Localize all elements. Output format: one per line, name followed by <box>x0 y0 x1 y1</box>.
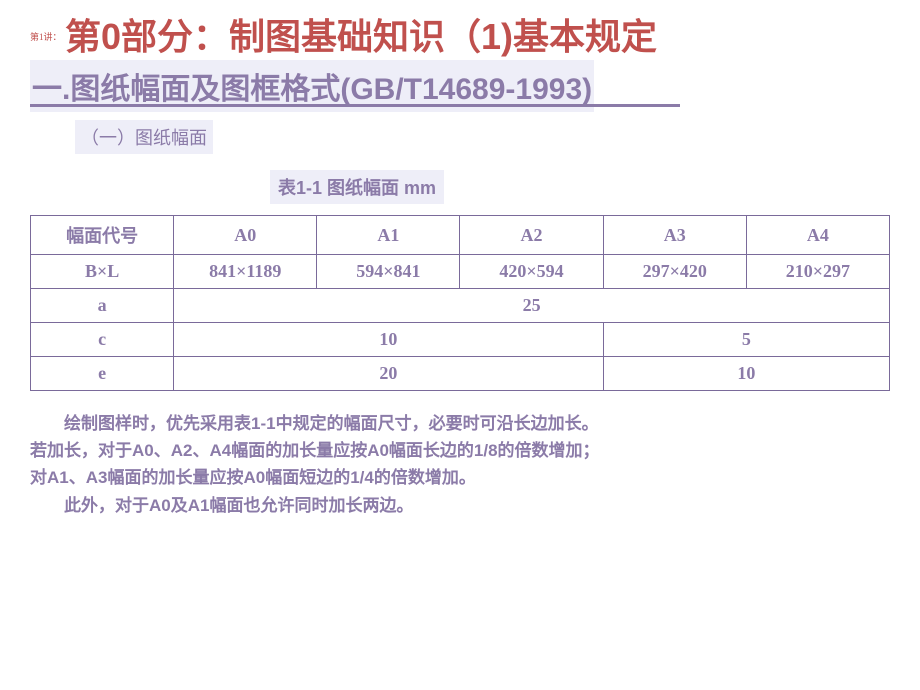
explanation-line: 若加长，对于A0、A2、A4幅面的加长量应按A0幅面长边的1/8的倍数增加； <box>30 441 600 460</box>
table-cell: 210×297 <box>746 255 889 289</box>
table-cell: 20 <box>174 357 603 391</box>
header-cell: A0 <box>174 216 317 255</box>
table-cell: 5 <box>603 323 889 357</box>
table-row: c 10 5 <box>31 323 890 357</box>
section-underline <box>30 104 680 107</box>
table-cell: 10 <box>603 357 889 391</box>
table-caption: 表1-1 图纸幅面 mm <box>270 170 444 204</box>
table-cell: a <box>31 289 174 323</box>
table-cell: 10 <box>174 323 603 357</box>
main-title: 第0部分：制图基础知识（1)基本规定 <box>65 8 657 60</box>
table-cell: c <box>31 323 174 357</box>
header-cell: A2 <box>460 216 603 255</box>
table-cell: 420×594 <box>460 255 603 289</box>
table-row: B×L 841×1189 594×841 420×594 297×420 210… <box>31 255 890 289</box>
table-row: a 25 <box>31 289 890 323</box>
explanation-text: 绘制图样时，优先采用表1-1中规定的幅面尺寸，必要时可沿长边加长。 若加长，对于… <box>30 410 600 519</box>
table-cell: 841×1189 <box>174 255 317 289</box>
table-cell: e <box>31 357 174 391</box>
explanation-line: 此外，对于A0及A1幅面也允许同时加长两边。 <box>64 496 413 515</box>
paper-size-table: 幅面代号 A0 A1 A2 A3 A4 B×L 841×1189 594×841… <box>30 215 890 391</box>
header-cell: 幅面代号 <box>31 216 174 255</box>
header-cell: A3 <box>603 216 746 255</box>
lecture-label: 第1讲： <box>30 30 62 43</box>
table-cell: B×L <box>31 255 174 289</box>
table-cell: 25 <box>174 289 890 323</box>
explanation-line: 绘制图样时，优先采用表1-1中规定的幅面尺寸，必要时可沿长边加长。 <box>64 414 599 433</box>
subsection-title: （一）图纸幅面 <box>75 120 213 154</box>
table-row: e 20 10 <box>31 357 890 391</box>
table-header-row: 幅面代号 A0 A1 A2 A3 A4 <box>31 216 890 255</box>
explanation-line: 对A1、A3幅面的加长量应按A0幅面短边的1/4的倍数增加。 <box>30 468 476 487</box>
header-cell: A4 <box>746 216 889 255</box>
header-cell: A1 <box>317 216 460 255</box>
table-cell: 297×420 <box>603 255 746 289</box>
table-cell: 594×841 <box>317 255 460 289</box>
